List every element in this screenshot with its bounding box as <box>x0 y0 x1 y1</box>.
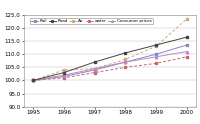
water <box>93 72 96 73</box>
Road <box>93 61 96 63</box>
Consumer prices <box>32 80 34 81</box>
Consumer prices <box>124 61 127 63</box>
Rail <box>93 69 96 71</box>
Road <box>32 80 34 81</box>
water <box>63 77 65 78</box>
Line: Consumer prices: Consumer prices <box>32 50 188 82</box>
Line: Road: Road <box>32 36 188 82</box>
water <box>124 67 127 68</box>
Air <box>32 80 34 81</box>
Legend: Rail, Road, Air, water, Consumer prices: Rail, Road, Air, water, Consumer prices <box>30 18 153 24</box>
Consumer prices <box>186 51 188 52</box>
Rail <box>32 80 34 81</box>
Air <box>186 18 188 20</box>
Rail <box>186 44 188 46</box>
Road <box>63 72 65 73</box>
Air <box>155 46 157 47</box>
Air <box>93 68 96 69</box>
Air <box>124 59 127 60</box>
water <box>32 80 34 81</box>
Consumer prices <box>155 56 157 58</box>
water <box>155 63 157 64</box>
Consumer prices <box>63 74 65 76</box>
water <box>186 56 188 58</box>
Road <box>155 44 157 46</box>
Consumer prices <box>93 68 96 69</box>
Line: Rail: Rail <box>32 44 188 82</box>
Rail <box>155 53 157 55</box>
Rail <box>63 76 65 77</box>
Rail <box>124 61 127 63</box>
Line: water: water <box>32 56 188 82</box>
Road <box>124 52 127 54</box>
Line: Air: Air <box>32 18 188 82</box>
Road <box>186 36 188 38</box>
Air <box>63 69 65 71</box>
